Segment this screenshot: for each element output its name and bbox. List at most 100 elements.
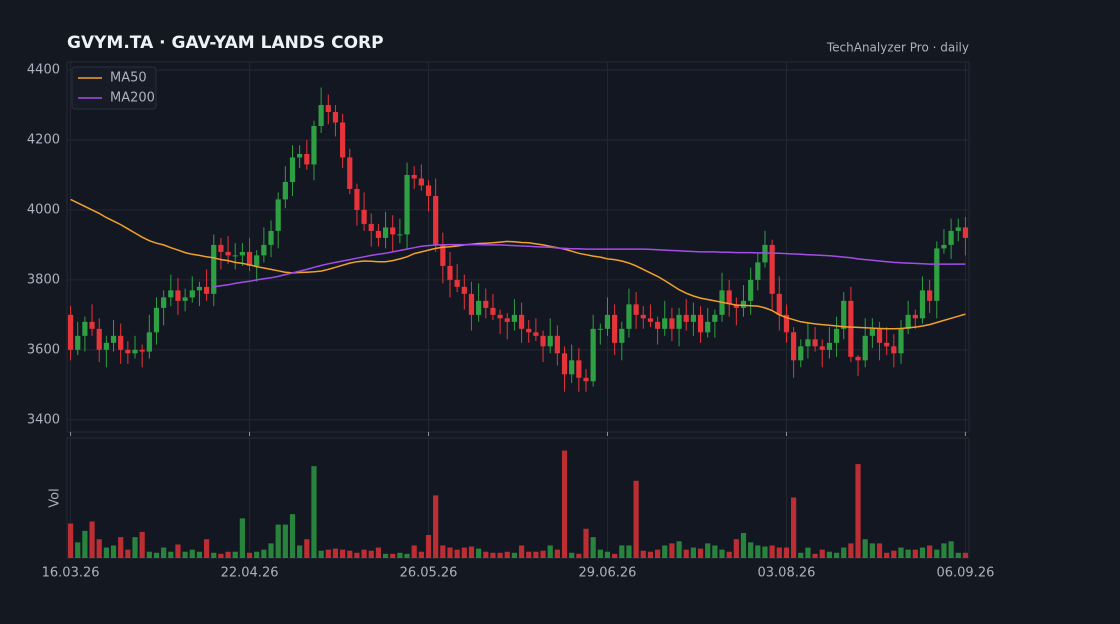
volume-bar [912,549,918,558]
volume-bar [161,547,167,558]
volume-bar [919,547,926,558]
candle-body [841,300,847,329]
volume-bar [75,542,81,558]
volume-bar [898,547,904,558]
volume-bar [640,550,646,558]
volume-bar [311,466,317,558]
volume-bar [934,549,940,558]
candle-body [67,314,74,350]
volume-bar [390,553,396,558]
volume-bar [518,545,525,558]
volume-bar [304,539,310,558]
volume-bar [798,552,804,558]
volume-bar [82,530,88,558]
volume-bar [318,550,324,558]
candle-body [483,300,489,308]
volume-bar [905,549,911,558]
volume-bar [246,552,253,558]
candle-body [382,227,389,238]
candle-body [662,318,668,329]
candle-body [261,244,267,256]
candle-body [769,244,775,294]
candle-body [518,314,525,329]
candle-body [311,125,317,165]
candle-body [125,349,131,354]
candle-body [203,286,210,294]
candle-body [411,174,417,179]
chart-title: GVYM.TA · GAV-YAM LANDS CORP [67,33,384,53]
candle-body [196,286,203,291]
candle-body [239,251,245,256]
candle-body [619,328,625,343]
candle-body [597,328,603,330]
volume-bar [476,548,482,558]
candle-body [826,342,833,350]
volume-bar [211,552,217,558]
volume-bar [783,547,790,558]
ma-line [213,243,966,288]
candle-body [468,293,475,315]
volume-bar [511,552,518,558]
candle-body [375,230,382,238]
candle-body [626,304,632,329]
candle-body [110,335,117,343]
volume-bar [268,543,274,558]
volume-bar [540,550,546,558]
candle-body [561,353,568,375]
candle-body [927,290,933,301]
volume-bar [397,552,403,558]
candle-body [919,290,926,319]
candle-body [533,332,539,336]
y-tick-label: 4400 [27,63,60,78]
candle-body [912,314,918,319]
candle-body [175,290,181,301]
volume-bar [490,552,496,558]
volume-bar [855,464,861,558]
candle-body [905,314,911,329]
candle-body [268,230,274,245]
volume-bar [590,537,596,558]
volume-bar [325,549,331,558]
candle-body [855,356,861,361]
volume-bar [826,551,833,558]
candle-body [168,290,174,298]
volume-bar [433,495,439,558]
candle-body [404,174,410,235]
candle-body [246,251,253,266]
candle-body [182,297,188,301]
volume-bar [232,551,238,558]
volume-bar [755,545,761,558]
candle-body [490,307,496,315]
volume-bar [604,551,611,558]
volume-bar [669,543,675,558]
candle-body [153,307,160,333]
volume-bar [526,551,532,558]
volume-bar [347,550,353,558]
volume-bar [561,450,568,558]
volume-bar [962,552,969,558]
volume-bar [175,544,181,558]
volume-bar [583,528,589,558]
candle-body [454,279,460,287]
volume-bar [619,545,625,558]
candle-body [891,346,897,354]
volume-bar [683,549,689,558]
volume-bar [289,514,296,558]
volume-bar [261,549,267,558]
chart-subtitle: TechAnalyzer Pro · daily [826,41,969,55]
volume-label: Vol [48,488,63,507]
volume-bar [153,552,160,558]
volume-bar [533,551,539,558]
legend-label: MA200 [110,91,155,106]
candle-body [232,255,238,257]
volume-bar [833,552,840,558]
candle-body [390,227,396,235]
volume-bar [425,535,432,558]
candle-body [440,244,446,266]
volume-bar [891,550,897,558]
candle-body [118,335,124,350]
volume-bar [418,551,424,558]
volume-bar [483,551,489,558]
volume-bar [927,545,933,558]
volume-bar [791,497,797,558]
